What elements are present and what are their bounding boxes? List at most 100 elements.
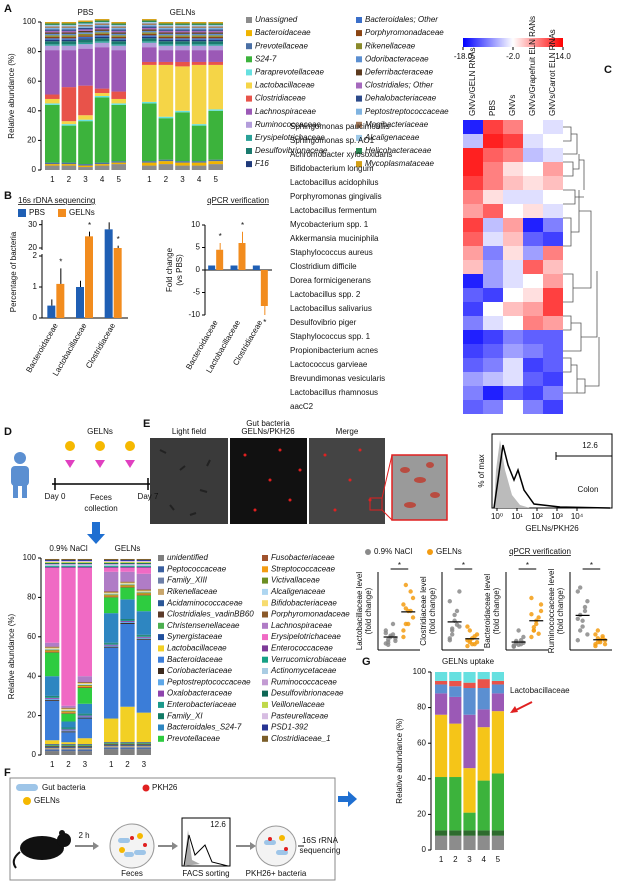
- bar-segment: [136, 559, 151, 561]
- bar-segment: [77, 562, 92, 564]
- bar-segment: [78, 85, 93, 116]
- bar-segment: [158, 41, 174, 45]
- bar-segment: [45, 558, 60, 560]
- annotation: Lactobacillaceae: [510, 686, 570, 695]
- bar-segment: [208, 159, 223, 162]
- y-axis-label: % of max: [477, 454, 486, 487]
- heat-cell: [523, 302, 543, 316]
- legend-swatch: [158, 555, 164, 561]
- arrow-head: [510, 706, 518, 713]
- heat-cell: [463, 358, 483, 372]
- bar-segment: [136, 743, 151, 745]
- x-tick-label: 4: [197, 175, 202, 184]
- heat-cell: [483, 330, 503, 344]
- bar-segment: [120, 562, 135, 564]
- bar-segment: [136, 561, 151, 563]
- heat-cell: [503, 400, 523, 414]
- bar-segment: [45, 740, 60, 745]
- bar-segment: [61, 727, 76, 729]
- bar-segment: [142, 41, 157, 43]
- bar: [238, 243, 246, 270]
- legend-label: Peptococcaceae: [167, 564, 227, 573]
- legend-swatch: [246, 30, 252, 37]
- heat-cell: [463, 316, 483, 330]
- heat-cell: [503, 134, 523, 148]
- heat-cell: [543, 260, 563, 274]
- bar-segment: [61, 751, 76, 755]
- point: [408, 589, 413, 594]
- legend-swatch: [262, 656, 268, 663]
- heat-cell: [543, 148, 563, 162]
- bar-segment: [120, 622, 135, 624]
- bar-segment: [45, 29, 60, 31]
- bar-segment: [61, 125, 77, 163]
- heat-cell: [463, 372, 483, 386]
- point: [465, 643, 470, 649]
- bar-segment: [463, 672, 476, 683]
- bar-segment: [120, 619, 135, 621]
- group-label: PBS: [77, 8, 93, 17]
- heat-cell: [483, 218, 503, 232]
- bar-segment: [78, 35, 93, 37]
- point: [595, 628, 601, 633]
- bar-segment: [45, 33, 60, 36]
- bar-segment: [104, 645, 119, 647]
- bar-segment: [45, 565, 60, 567]
- point: [521, 634, 526, 640]
- chart-title: qPCR verification: [207, 196, 269, 205]
- x-tick-label: 4: [100, 175, 105, 184]
- microscopy: [150, 438, 448, 524]
- panel-label: E: [143, 418, 150, 430]
- bar-segment: [435, 714, 448, 778]
- x-tick-label: 3: [83, 175, 88, 184]
- bar-segment: [120, 749, 135, 755]
- bar-segment: [94, 88, 110, 94]
- heat-cell: [543, 232, 563, 246]
- bar-segment: [158, 64, 174, 117]
- bar-segment: [191, 50, 207, 62]
- bar-segment: [158, 50, 174, 62]
- bar-segment: [94, 19, 110, 21]
- legend-swatch: [262, 588, 268, 595]
- bar-segment: [175, 36, 190, 39]
- heat-cell: [523, 162, 543, 176]
- heat-cell: [503, 120, 523, 134]
- legend-label: Bacteroidaceae: [255, 28, 311, 37]
- bar-segment: [104, 647, 119, 719]
- bar-segment: [158, 32, 174, 34]
- bar-segment: [45, 650, 60, 652]
- bar-segment: [61, 705, 76, 708]
- bar-segment: [78, 48, 93, 86]
- bar: [230, 265, 238, 270]
- bar-segment: [175, 41, 190, 45]
- bar-segment: [142, 22, 157, 24]
- bar: [76, 287, 84, 318]
- y-tick-label: 80: [27, 593, 36, 602]
- x-tick-label: Clostridiaceae: [84, 321, 117, 370]
- bar-segment: [61, 562, 76, 564]
- heat-cell: [543, 316, 563, 330]
- bar-segment: [175, 45, 190, 51]
- y-axis-label: (fold change): [492, 587, 501, 634]
- bar-segment: [61, 748, 76, 750]
- bar-segment: [136, 590, 151, 592]
- bar-segment: [77, 715, 92, 717]
- legend-label: Paraprevotellaceae: [255, 68, 324, 77]
- legend-label: Porphyromonadaceae: [365, 28, 444, 37]
- bar-segment: [78, 167, 93, 170]
- heat-cell: [463, 386, 483, 400]
- heat-cell: [463, 400, 483, 414]
- legend-label: GELNs: [34, 796, 60, 805]
- bar-segment: [61, 27, 77, 30]
- bar-segment: [61, 731, 76, 733]
- point: [457, 589, 462, 594]
- bar-segment: [208, 50, 223, 62]
- bar-segment: [111, 23, 126, 25]
- bar-segment: [158, 61, 174, 65]
- bar-segment: [449, 835, 462, 850]
- bar-segment: [78, 26, 93, 28]
- legend-label: Coriobacteriaceae: [167, 666, 232, 675]
- bar-segment: [61, 563, 76, 565]
- bar-segment: [111, 161, 126, 163]
- legend-label: Acidaminococcaceae: [166, 598, 243, 607]
